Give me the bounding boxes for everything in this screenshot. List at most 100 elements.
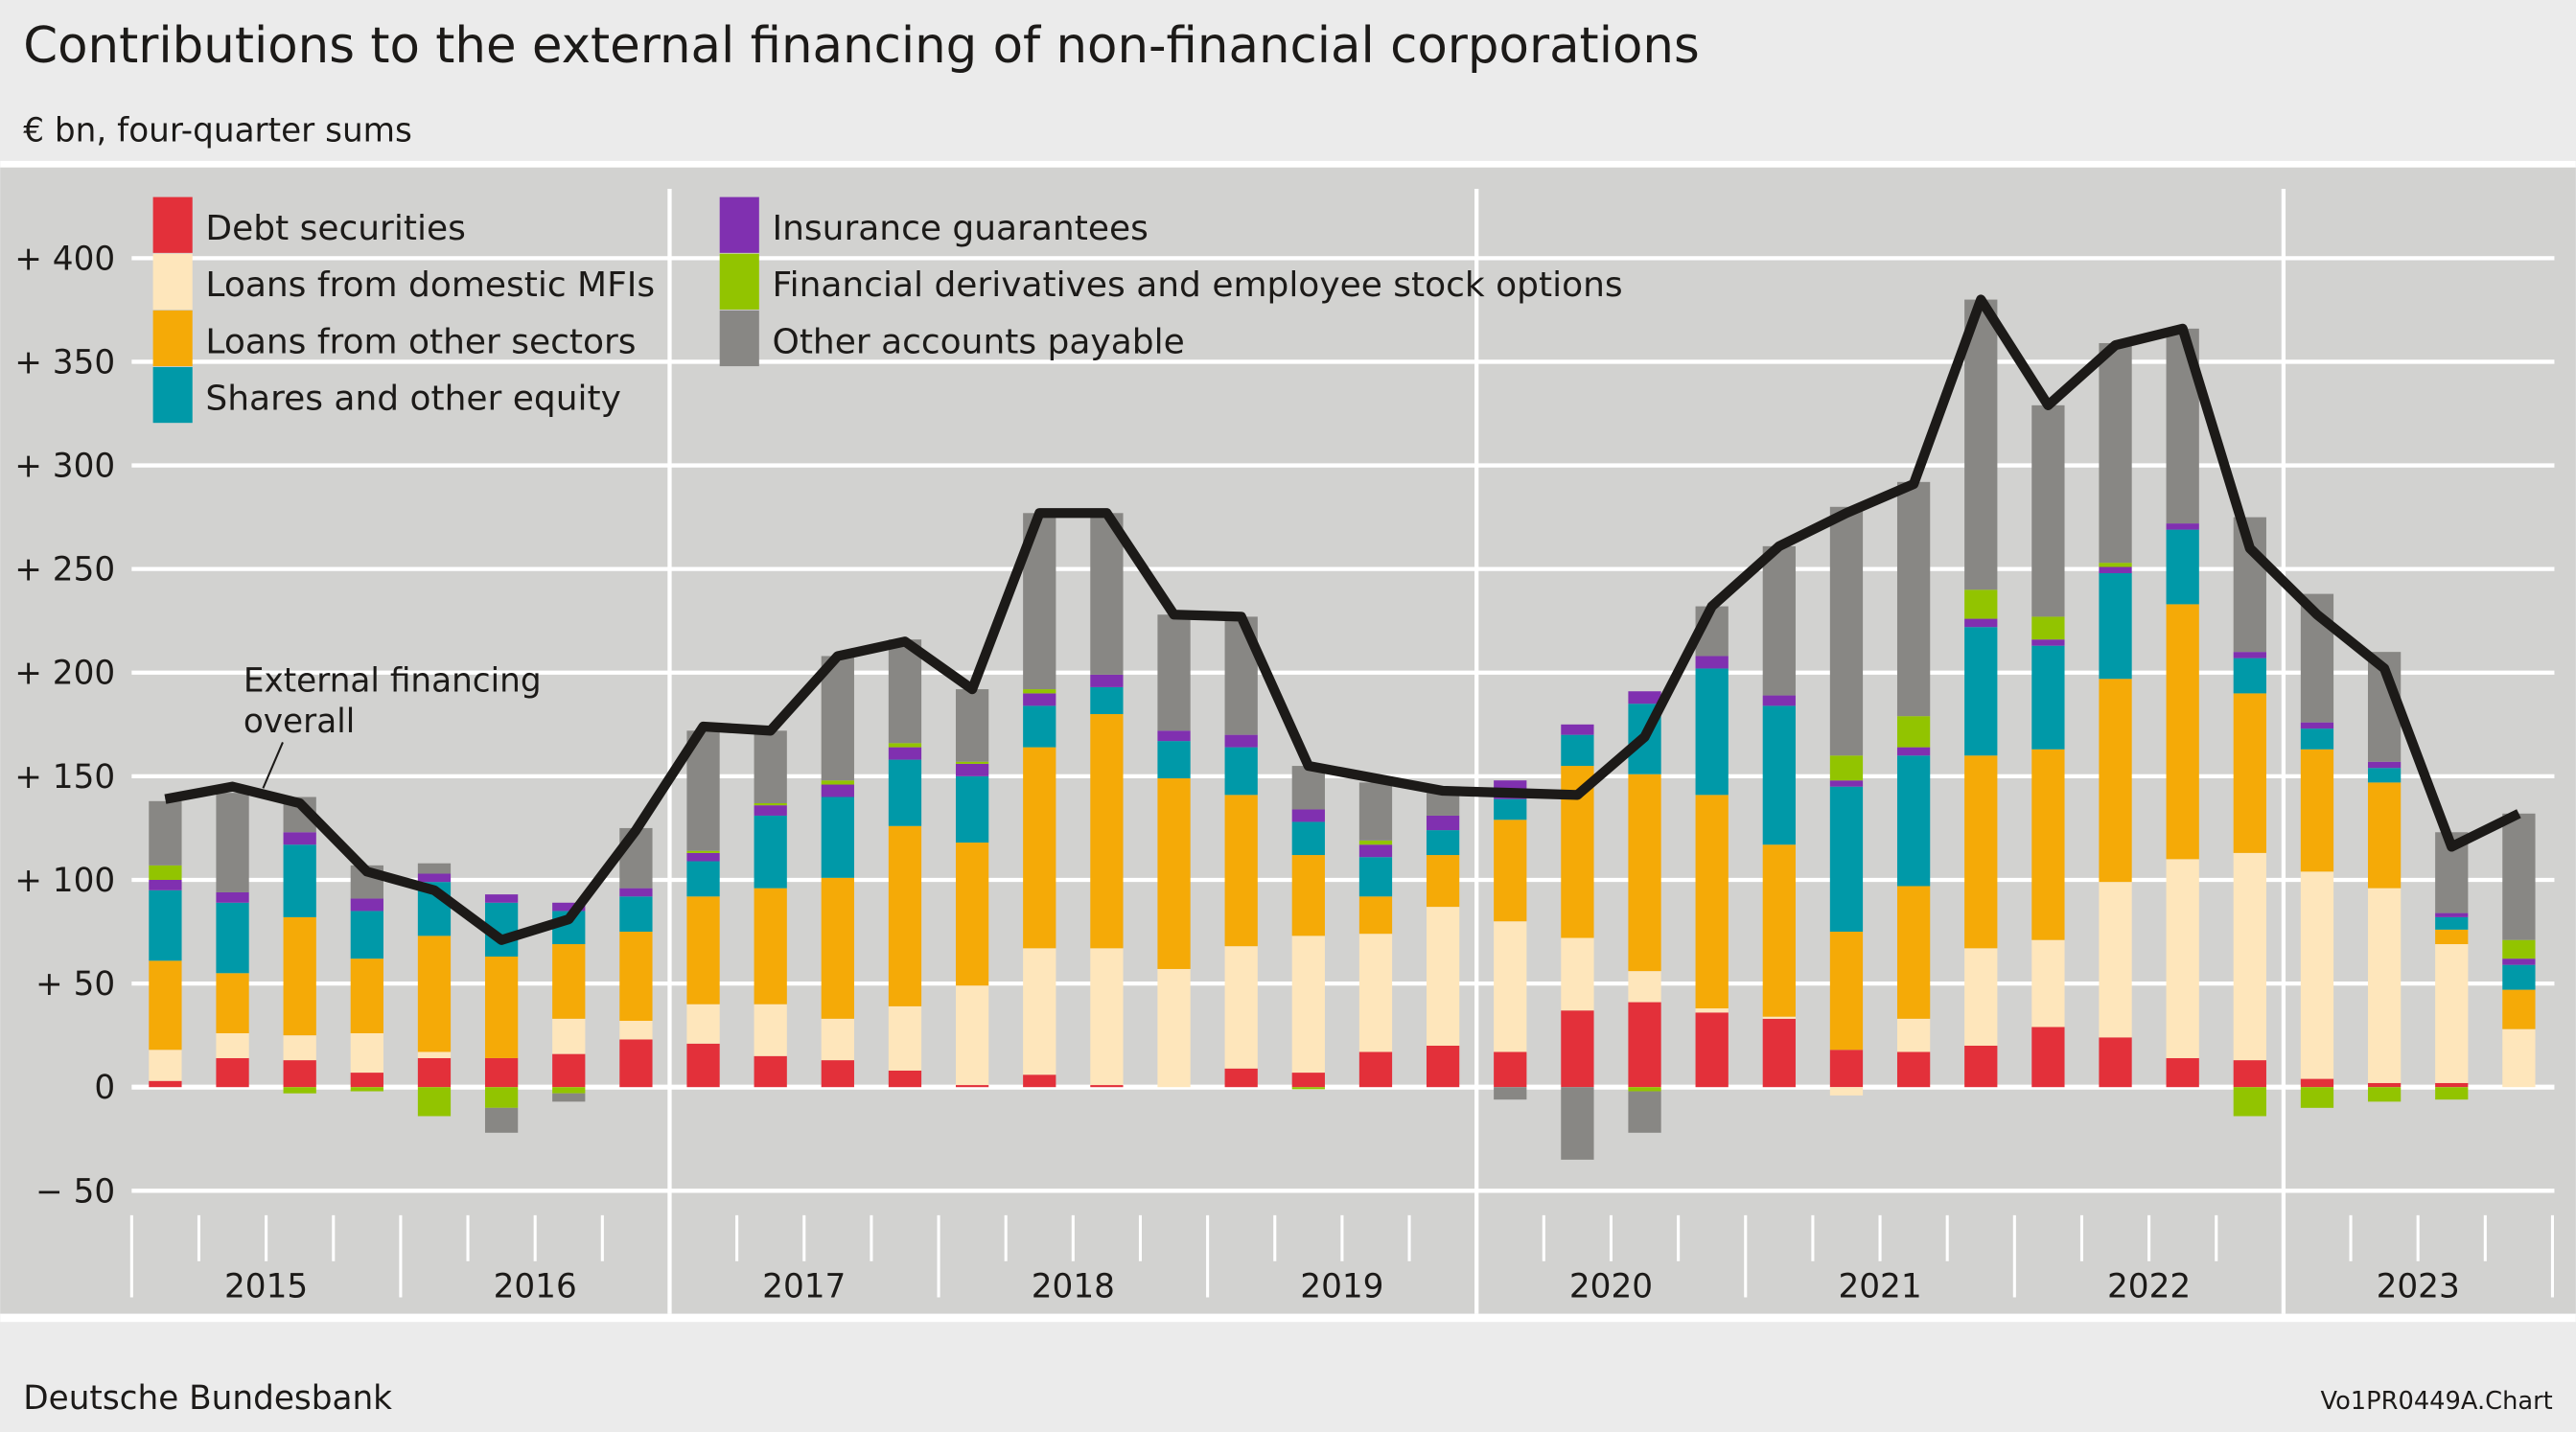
x-tick-label: 2020 (1569, 1268, 1653, 1306)
bar-segment-loans-from-other-sectors (1494, 820, 1527, 922)
bar-stack-2015Q2 (216, 793, 249, 1088)
bar-segment-insurance-guarantees (1896, 747, 1931, 756)
bar-segment-financial-derivatives-and-employee-stock-options (2502, 939, 2536, 959)
bar-segment-loans-from-other-sectors (1358, 896, 1393, 935)
bar-segment-financial-derivatives-and-employee-stock-options (2435, 1087, 2469, 1100)
bar-stack-2018Q3 (1090, 513, 1124, 1088)
bar-segment-other-accounts-payable (216, 793, 249, 892)
bar-segment-debt-securities (1494, 1051, 1527, 1088)
footer-chart-id: Vo1PR0449A.Chart (2321, 1387, 2553, 1416)
bar-segment-insurance-guarantees (686, 852, 720, 862)
bar-segment-financial-derivatives-and-employee-stock-options (283, 1087, 316, 1094)
bar-segment-loans-from-domestic-mfis (216, 1032, 249, 1058)
bar-segment-shares-and-other-equity (1023, 705, 1056, 748)
bar-segment-debt-securities (1829, 1050, 1864, 1088)
bar-segment-insurance-guarantees (1224, 734, 1258, 748)
bar-segment-loans-from-domestic-mfis (1090, 948, 1124, 1086)
bar-segment-shares-and-other-equity (283, 844, 316, 917)
legend-label: Other accounts payable (773, 322, 1185, 361)
bar-segment-financial-derivatives-and-employee-stock-options (2031, 616, 2065, 640)
bar-segment-loans-from-other-sectors (1090, 714, 1124, 949)
bar-segment-insurance-guarantees (1090, 674, 1124, 687)
bar-segment-insurance-guarantees (2031, 639, 2065, 646)
y-tick-label: 0 (94, 1069, 115, 1107)
bar-segment-insurance-guarantees (552, 902, 586, 912)
bar-segment-financial-derivatives-and-employee-stock-options (2233, 1087, 2266, 1117)
bar-segment-financial-derivatives-and-employee-stock-options (2099, 563, 2132, 567)
bar-segment-debt-securities (1291, 1073, 1325, 1088)
bar-segment-shares-and-other-equity (1829, 786, 1864, 933)
bar-segment-shares-and-other-equity (1762, 705, 1796, 845)
x-tick-label: 2022 (2107, 1268, 2191, 1306)
bar-segment-financial-derivatives-and-employee-stock-options (1291, 1087, 1325, 1090)
bar-segment-insurance-guarantees (2435, 912, 2469, 917)
annotation-leader (262, 742, 284, 789)
bar-segment-other-accounts-payable (1426, 793, 1460, 816)
bar-segment-shares-and-other-equity (1157, 741, 1191, 779)
bar-segment-debt-securities (2233, 1060, 2266, 1088)
bar-segment-insurance-guarantees (350, 898, 383, 912)
bar-segment-loans-from-other-sectors (2099, 679, 2132, 883)
bar-segment-insurance-guarantees (1762, 695, 1796, 706)
bar-segment-shares-and-other-equity (1695, 668, 1729, 796)
bar-segment-shares-and-other-equity (2099, 572, 2132, 680)
y-tick-label: + 350 (14, 343, 115, 381)
bar-segment-loans-from-other-sectors (350, 959, 383, 1033)
bar-segment-insurance-guarantees (2300, 722, 2334, 729)
bar-segment-loans-from-other-sectors (1628, 774, 1661, 972)
bar-segment-loans-from-domestic-mfis (1157, 968, 1191, 1088)
bar-segment-financial-derivatives-and-employee-stock-options (1829, 755, 1864, 781)
bar-segment-loans-from-domestic-mfis (2166, 859, 2199, 1058)
bar-segment-financial-derivatives-and-employee-stock-options (2300, 1087, 2334, 1108)
bar-segment-debt-securities (1023, 1074, 1056, 1088)
y-tick-label: + 400 (14, 240, 115, 278)
bar-segment-loans-from-domestic-mfis (2099, 882, 2132, 1038)
bar-segment-insurance-guarantees (283, 832, 316, 845)
bar-segment-insurance-guarantees (619, 888, 653, 897)
bar-segment-debt-securities (686, 1043, 720, 1088)
legend-label: Shares and other equity (205, 379, 620, 418)
bar-segment-shares-and-other-equity (1494, 798, 1527, 820)
bar-segment-loans-from-other-sectors (2367, 782, 2402, 889)
bar-segment-loans-from-domestic-mfis (2367, 888, 2402, 1083)
bar-stack-2022Q4 (2233, 517, 2266, 1117)
bar-segment-shares-and-other-equity (350, 911, 383, 959)
bar-stack-2023Q4 (2502, 813, 2536, 1088)
bar-stack-2023Q2 (2367, 652, 2402, 1102)
bar-segment-loans-from-domestic-mfis (1561, 937, 1594, 1011)
bar-segment-loans-from-other-sectors (888, 825, 922, 1006)
bar-segment-financial-derivatives-and-employee-stock-options (1964, 589, 1998, 619)
legend-label: Loans from domestic MFIs (205, 266, 655, 305)
legend-item: Other accounts payable (719, 310, 1185, 367)
bar-segment-insurance-guarantees (149, 879, 182, 890)
bar-segment-debt-securities (2099, 1037, 2132, 1088)
legend-item: Debt securities (152, 196, 466, 253)
bar-segment-loans-from-domestic-mfis (2300, 871, 2334, 1079)
bar-segment-debt-securities (1561, 1010, 1594, 1088)
y-tick-label: + 200 (14, 655, 115, 693)
bar-segment-loans-from-domestic-mfis (1224, 946, 1258, 1069)
bar-segment-insurance-guarantees (1561, 724, 1594, 735)
bar-segment-loans-from-other-sectors (1762, 844, 1796, 1017)
bar-segment-debt-securities (1896, 1051, 1931, 1088)
bar-stack-2023Q3 (2435, 832, 2469, 1100)
y-tick-label: + 150 (14, 758, 115, 797)
bar-segment-insurance-guarantees (1695, 656, 1729, 669)
bar-segment-financial-derivatives-and-employee-stock-options (1628, 1087, 1661, 1092)
bar-segment-debt-securities (1964, 1045, 1998, 1088)
bar-segment-loans-from-other-sectors (686, 896, 720, 1005)
bar-segment-loans-from-other-sectors (1964, 755, 1998, 949)
bar-segment-loans-from-domestic-mfis (686, 1004, 720, 1044)
bar-stack-2023Q1 (2300, 593, 2334, 1108)
bar-segment-financial-derivatives-and-employee-stock-options (955, 761, 989, 764)
bar-segment-insurance-guarantees (1157, 730, 1191, 742)
bar-segment-insurance-guarantees (888, 747, 922, 760)
bar-segment-other-accounts-payable (1358, 782, 1393, 841)
bar-segment-other-accounts-payable (417, 863, 452, 874)
bar-segment-shares-and-other-equity (686, 861, 720, 897)
bar-segment-financial-derivatives-and-employee-stock-options (1896, 716, 1931, 748)
bar-segment-debt-securities (283, 1060, 316, 1088)
bar-segment-shares-and-other-equity (2367, 768, 2402, 783)
bar-segment-shares-and-other-equity (1358, 857, 1393, 897)
